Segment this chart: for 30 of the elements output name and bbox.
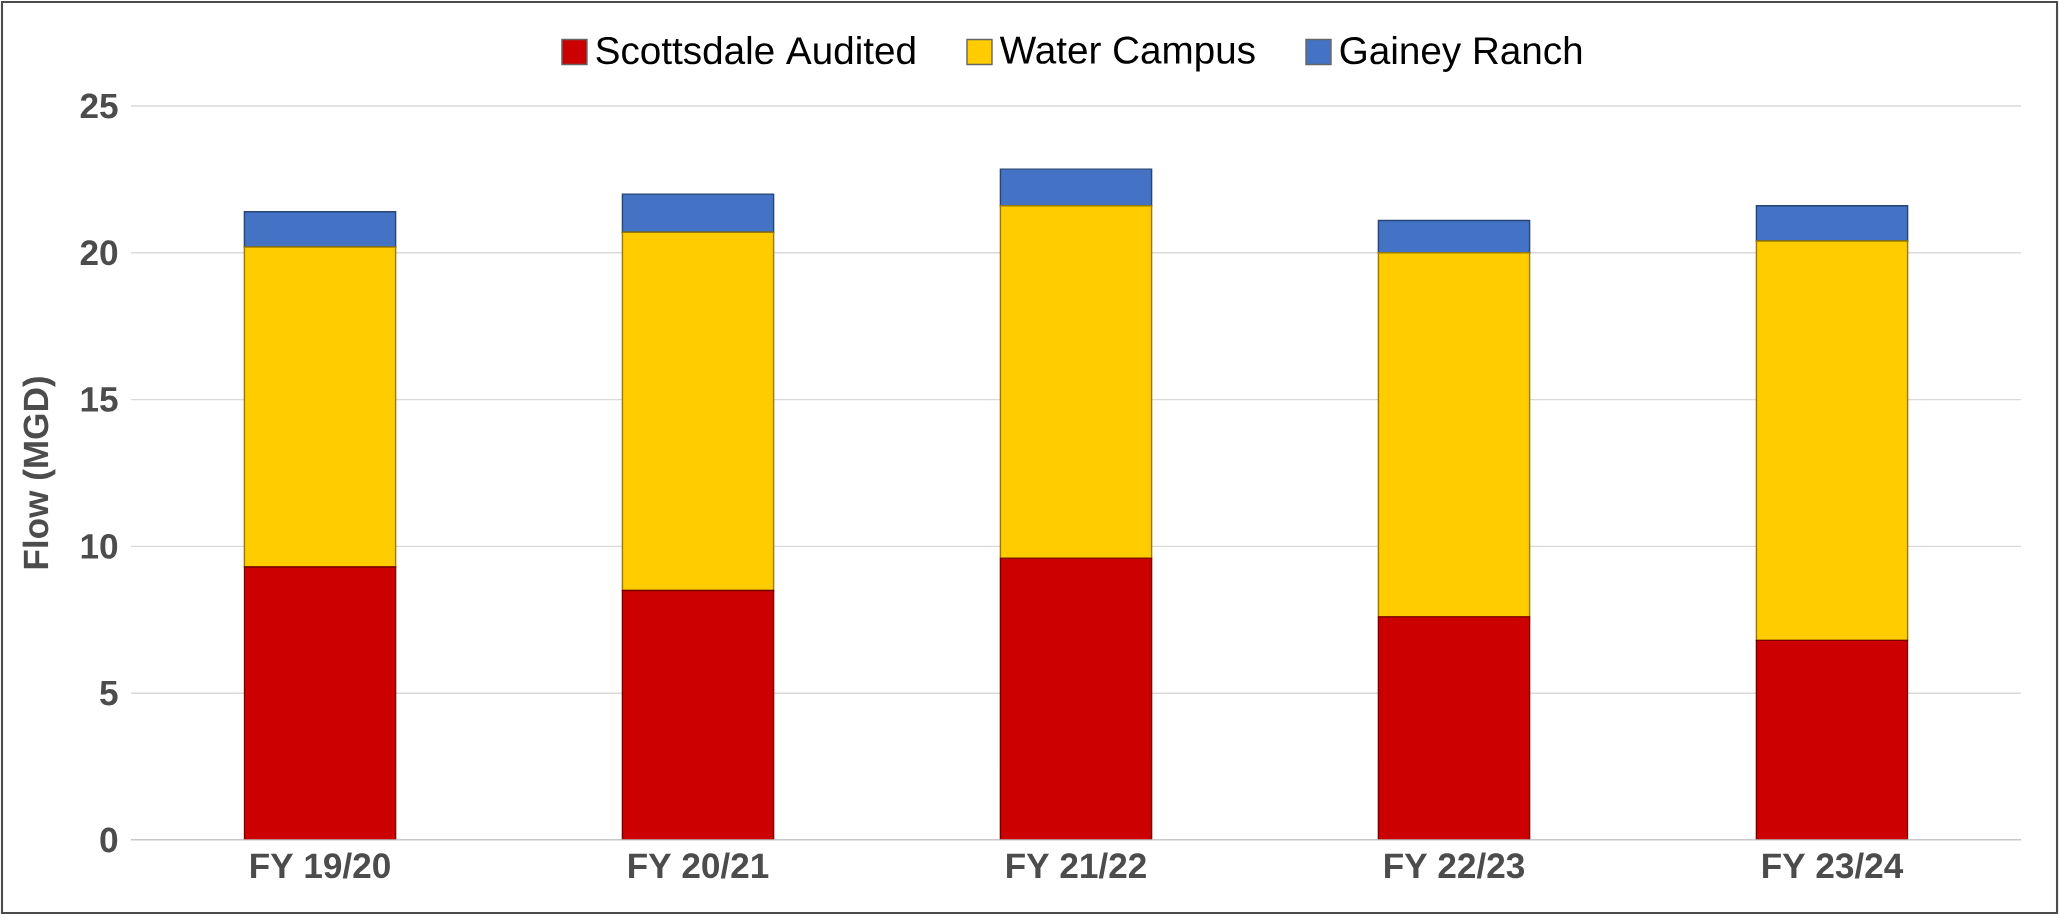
y-tick-label: 25 — [80, 93, 118, 119]
bar — [999, 205, 1153, 559]
y-tick-label: 15 — [81, 387, 118, 412]
legend-label: Scottsdale Audited — [596, 35, 915, 65]
y-tick-label: 5 — [100, 680, 118, 706]
bar — [1755, 240, 1909, 642]
bar — [243, 566, 397, 840]
bar — [1377, 252, 1531, 618]
legend-label: Water Campus — [999, 36, 1255, 72]
y-tick-label: 0 — [100, 827, 118, 853]
bar — [999, 168, 1153, 207]
y-tick-label: 10 — [81, 533, 118, 559]
bar — [243, 210, 397, 248]
legend-label: Gainey Ranch — [1340, 35, 1582, 72]
y-tick-label: 20 — [80, 240, 118, 266]
bar — [621, 193, 775, 233]
bar — [1755, 205, 1909, 242]
bar — [999, 557, 1153, 840]
x-tick-label: FY 20/21 — [629, 852, 769, 879]
bar — [1755, 639, 1909, 840]
bar — [243, 246, 397, 568]
bar — [1377, 616, 1531, 840]
bar — [1377, 219, 1531, 254]
bar — [621, 231, 775, 592]
x-tick-label: FY 22/23 — [1385, 852, 1525, 879]
y-axis-title: Flow (MGD) — [22, 377, 56, 569]
x-tick-label: FY 23/24 — [1763, 852, 1904, 879]
x-tick-label: FY 19/20 — [251, 852, 390, 879]
bar — [621, 589, 775, 840]
x-tick-label: FY 21/22 — [1007, 852, 1146, 879]
